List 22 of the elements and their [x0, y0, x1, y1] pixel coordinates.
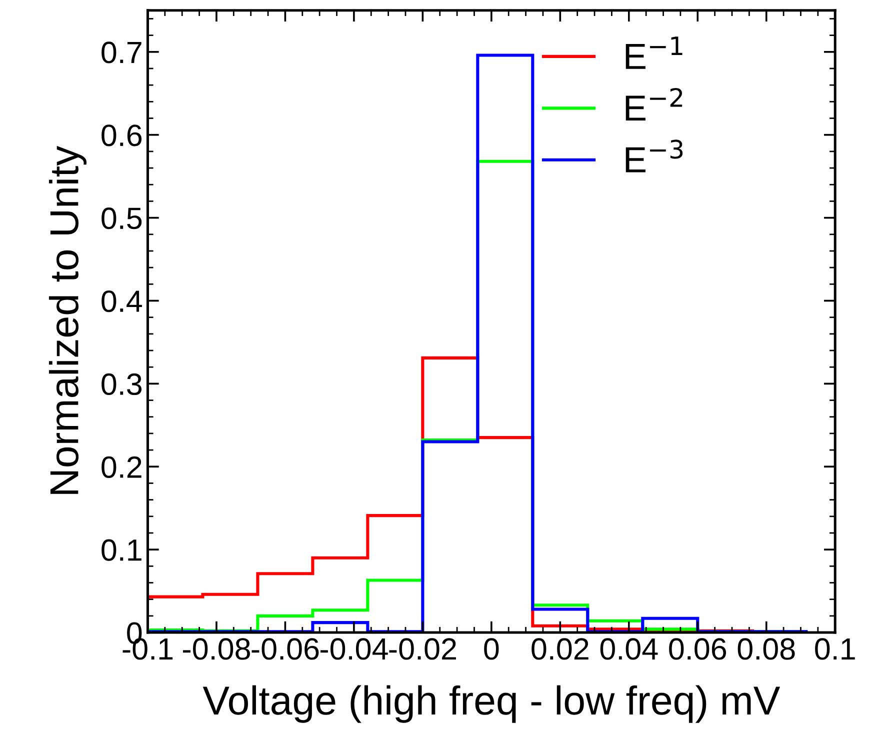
x-tick-label: 0.04: [600, 638, 658, 660]
y-axis-title: Normalized to Unity: [48, 146, 87, 494]
x-tick-label: -0.08: [183, 638, 250, 660]
x-tick-label: 0.1: [815, 638, 855, 660]
x-axis-title: Voltage (high freq - low freq) mV: [202, 685, 780, 723]
x-tick-label: -0.02: [389, 638, 456, 660]
legend-label: E$^{−1}$: [626, 36, 682, 69]
y-tick-label: 0.3: [102, 373, 142, 396]
x-tick-label: 0: [484, 638, 499, 660]
y-tick-label: 0.5: [102, 208, 142, 230]
x-tick-label: -0.06: [252, 638, 319, 660]
legend-label: E$^{−3}$: [626, 140, 683, 172]
y-tick-label: 0.4: [102, 290, 142, 312]
x-tick-label: 0.08: [738, 638, 795, 660]
x-tick-label: -0.04: [320, 638, 388, 660]
y-tick-label: 0.1: [102, 539, 142, 561]
legend-label: E$^{−2}$: [626, 88, 682, 121]
x-tick-label: 0.06: [669, 638, 726, 660]
y-tick-label: 0.7: [102, 42, 142, 64]
x-tick-label: 0.02: [532, 638, 588, 660]
y-tick-label: 0.6: [102, 124, 142, 146]
y-tick-label: 0.2: [102, 456, 142, 478]
